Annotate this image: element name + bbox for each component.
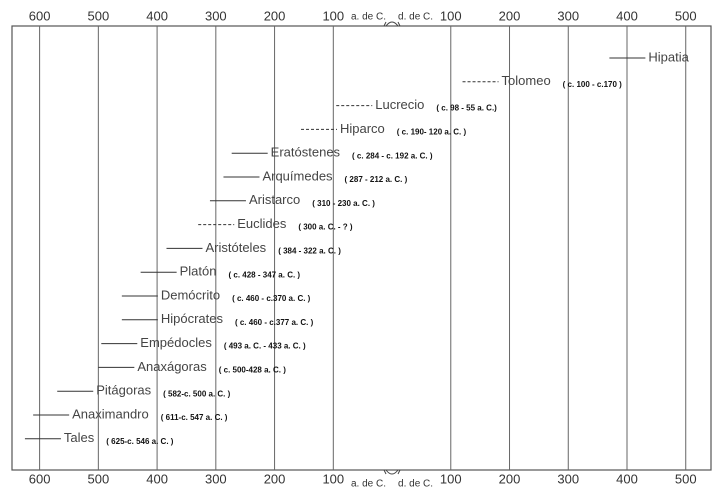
x-tick-label: 200 [499,471,521,486]
dates: ( c. 460 - c.370 a. C. ) [232,294,311,303]
x-tick-label: 100 [322,471,344,486]
name: Anaximandro [72,406,149,421]
name: Lucrecio [375,97,424,112]
x-tick-label: 300 [205,471,227,486]
x-tick-label: 100 [322,8,344,23]
name: Aristóteles [205,240,266,255]
x-tick-label: 400 [616,8,638,23]
x-tick-label: 400 [146,471,168,486]
x-tick-label: 100 [440,471,462,486]
era-marker [383,21,401,475]
x-tick-label: 300 [557,8,579,23]
name: Platón [180,264,217,279]
x-tick-label: 300 [557,471,579,486]
x-tick-label: 600 [29,8,51,23]
name: Demócrito [161,287,220,302]
era-label: d. de C. [398,479,433,490]
name: Euclides [237,216,287,231]
dates: ( c. 460 - c.377 a. C. ) [235,318,314,327]
name: Aristarco [249,192,300,207]
x-tick-label: 400 [146,8,168,23]
name: Hipatia [648,49,689,64]
era-label: a. de C. [351,479,386,490]
dates: ( 300 a. C. - ? ) [298,223,353,232]
x-tick-label: 300 [205,8,227,23]
dates: ( c. 284 - c. 192 a. C. ) [352,151,433,160]
x-tick-label: 200 [264,8,286,23]
name: Tolomeo [502,73,551,88]
name: Pitágoras [96,383,151,398]
dates: ( c. 98 - 55 a. C.) [436,104,497,113]
x-tick-label: 200 [499,8,521,23]
dates: ( 493 a. C. - 433 a. C. ) [224,342,306,351]
dates: ( 287 - 212 a. C. ) [345,175,408,184]
x-tick-label: 500 [87,8,109,23]
dates: ( 625-c. 546 a. C. ) [106,437,173,446]
dates: ( c. 100 - c.170 ) [563,80,622,89]
dates: ( 310 - 230 a. C. ) [312,199,375,208]
x-tick-label: 500 [675,471,697,486]
x-tick-label: 100 [440,8,462,23]
name: Tales [64,430,95,445]
name: Hipócrates [161,311,224,326]
x-tick-label: 400 [616,471,638,486]
dates: ( 611-c. 547 a. C. ) [161,413,228,422]
dates: ( c. 190- 120 a. C. ) [397,128,467,137]
era-label: a. de C. [351,12,386,23]
era-label: d. de C. [398,12,433,23]
name: Empédocles [140,335,212,350]
x-tick-label: 500 [87,471,109,486]
dates: ( 384 - 322 a. C. ) [278,247,341,256]
name: Anaxágoras [137,359,207,374]
name: Eratóstenes [271,145,341,160]
name: Arquímedes [262,168,333,183]
frame [11,25,712,471]
dates: ( 582-c. 500 a. C. ) [163,389,230,398]
dates: ( c. 500-428 a. C. ) [219,366,286,375]
x-tick-label: 600 [29,471,51,486]
x-tick-label: 200 [264,471,286,486]
name: Hiparco [340,121,385,136]
dates: ( c. 428 - 347 a. C. ) [229,270,301,279]
x-tick-label: 500 [675,8,697,23]
